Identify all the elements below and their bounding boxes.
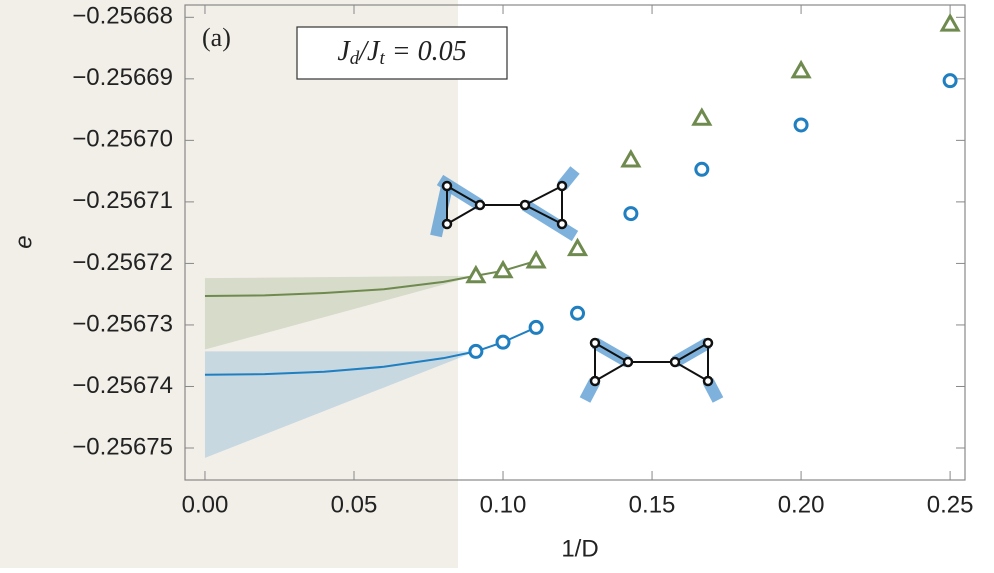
lattice-icons: [430, 166, 724, 403]
x-tick-label: 0.20: [778, 491, 825, 518]
y-tick-label: −0.25670: [72, 126, 173, 153]
circle-point: [623, 206, 639, 222]
triangle-point: [620, 149, 642, 168]
panel-label: (a): [202, 23, 231, 52]
triangle-point: [566, 237, 589, 257]
x-axis-label: 1/D: [561, 535, 598, 562]
y-tick-label: −0.25671: [72, 187, 173, 214]
uncertainty-band: [204, 351, 476, 458]
circle-point: [694, 161, 710, 177]
triangle-point: [691, 107, 713, 126]
y-tick-label: −0.25669: [72, 64, 173, 91]
triangle-point: [465, 264, 487, 284]
lattice-icon-bottom: [579, 337, 724, 403]
x-tick-label: 0.15: [629, 491, 676, 518]
y-tick-label: −0.25668: [72, 3, 173, 30]
lattice-icon-top: [430, 166, 580, 242]
x-tick-label: 0.25: [927, 491, 974, 518]
y-axis-label: e: [10, 235, 37, 248]
triangle-point: [939, 13, 961, 32]
circle-point: [570, 305, 586, 321]
triangle-point: [790, 59, 812, 79]
circle-point: [793, 117, 809, 133]
x-tick-label: 0.10: [480, 491, 527, 518]
y-tick-label: −0.25674: [72, 372, 173, 399]
triangle-point: [525, 249, 547, 269]
triangle-point: [492, 259, 514, 279]
annotation: Jd/Jt = 0.05: [337, 36, 466, 69]
circle-point: [528, 319, 544, 335]
background-photo: [0, 0, 458, 568]
annotation-box: [296, 26, 508, 80]
y-tick-label: −0.25673: [72, 310, 173, 337]
x-tick-label: 0.00: [182, 491, 229, 518]
circle-point: [495, 334, 511, 350]
circle-point: [468, 343, 484, 359]
x-tick-label: 0.05: [331, 491, 378, 518]
circle-point: [942, 73, 958, 89]
plot-frame: [184, 4, 966, 481]
y-tick-label: −0.25675: [72, 433, 173, 460]
y-tick-label: −0.25672: [72, 249, 173, 276]
